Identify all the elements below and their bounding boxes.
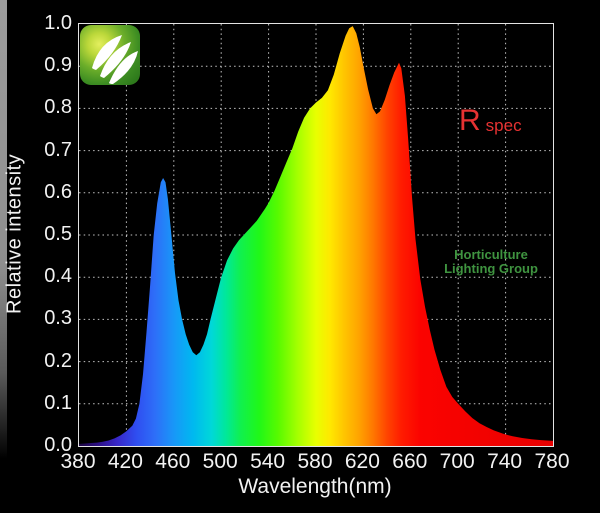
x-tick-label: 540 (250, 450, 286, 473)
x-tick-label: 380 (60, 450, 96, 473)
series-label-rspec: R spec (459, 106, 522, 136)
x-tick-label: 660 (392, 450, 428, 473)
x-tick-label: 740 (487, 450, 523, 473)
y-tick-label: 0.8 (44, 96, 72, 119)
spectrum-area-chart (79, 24, 553, 446)
y-tick-label: 0.7 (44, 138, 72, 161)
horticulture-lighting-group-logo-icon (80, 25, 140, 85)
series-label-sub: spec (485, 116, 522, 135)
y-tick-label: 0.5 (44, 223, 72, 245)
logo-text-line2: Lighting Group (444, 261, 538, 276)
y-tick-label: 0.3 (44, 307, 72, 330)
x-tick-label: 780 (534, 450, 570, 473)
x-tick-label: 420 (107, 450, 143, 473)
screen-edge-artifact (0, 0, 7, 478)
y-axis-title: Relative intensity (3, 153, 26, 315)
y-tick-label: 0.0 (44, 434, 72, 456)
x-axis-title: Wavelength(nm) (238, 475, 392, 498)
y-tick-label: 0.4 (44, 265, 72, 288)
leaf-icon (92, 35, 138, 84)
logo-text-line1: Horticulture (454, 247, 528, 262)
x-tick-label: 500 (202, 450, 238, 473)
x-tick-label: 460 (155, 450, 191, 473)
y-tick-label: 0.2 (44, 349, 72, 372)
y-tick-label: 0.6 (44, 180, 72, 203)
y-tick-label: 0.1 (44, 391, 72, 414)
y-tick-label: 0.9 (44, 54, 72, 77)
logo-text: Horticulture Lighting Group (431, 248, 551, 276)
series-label-main: R (459, 104, 481, 137)
plot-area: R spec Horticulture Lighti (78, 23, 554, 447)
x-tick-label: 620 (344, 450, 380, 473)
x-tick-label: 580 (297, 450, 333, 473)
y-tick-label: 1.0 (44, 12, 72, 34)
x-tick-label: 700 (439, 450, 475, 473)
